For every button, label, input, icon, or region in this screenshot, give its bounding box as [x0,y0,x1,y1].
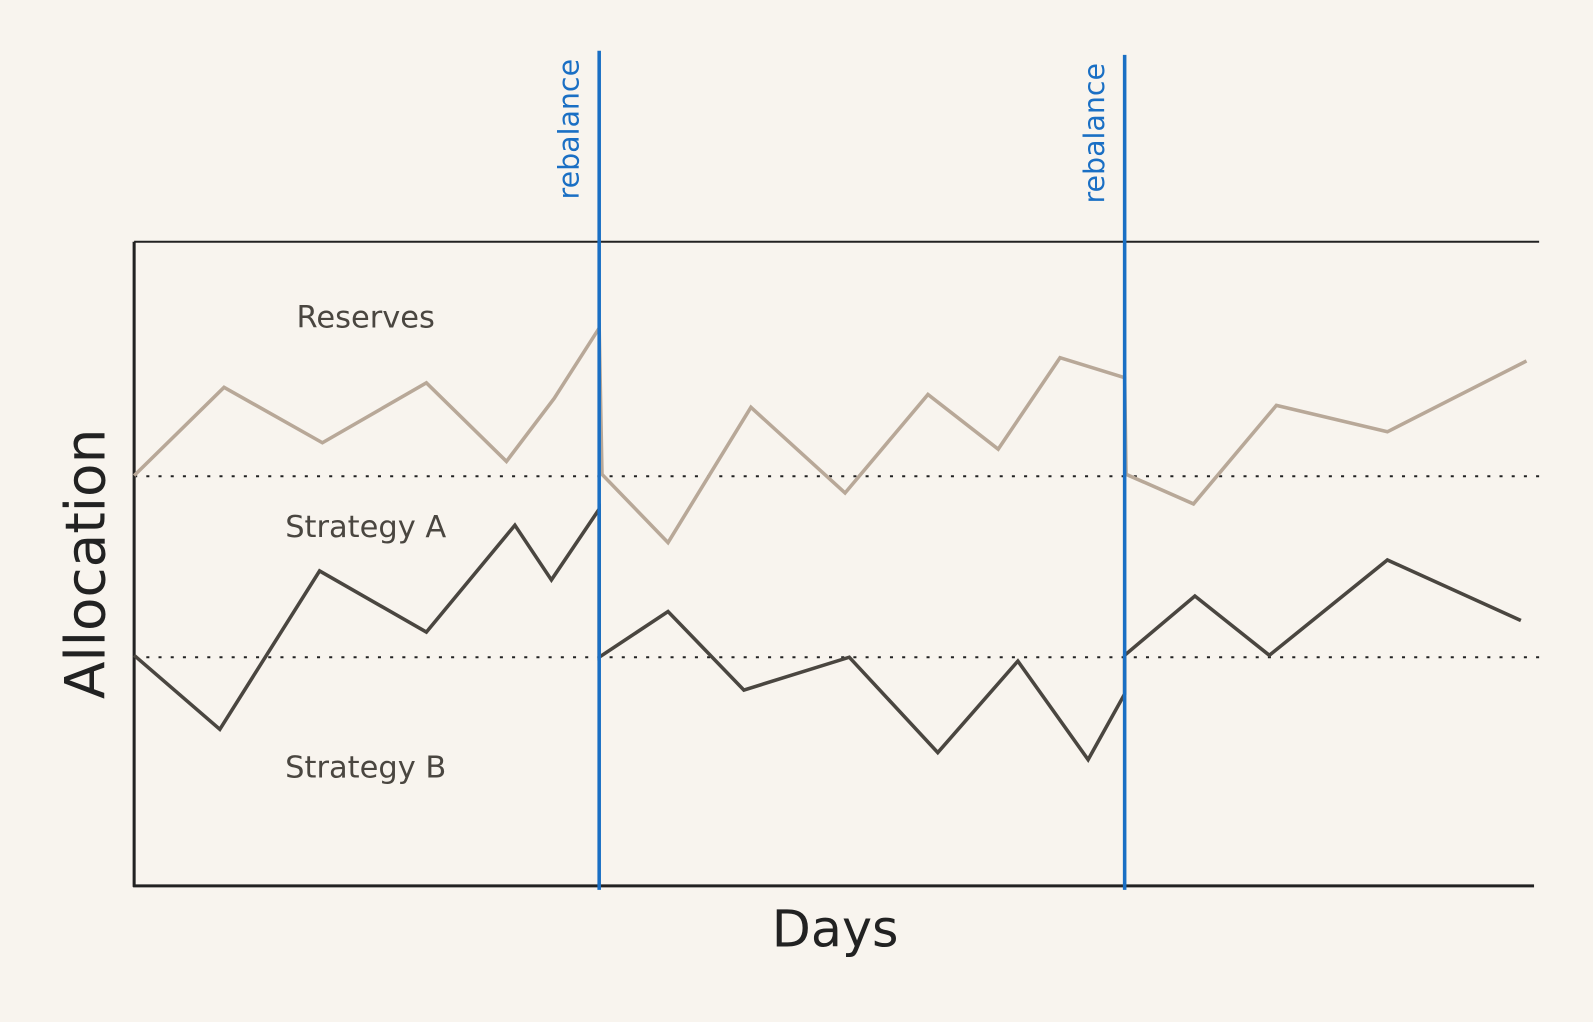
series-line [132,322,1528,546]
region-label: Strategy B [285,751,446,786]
region-label: Reserves [297,300,435,335]
rebalance-label: rebalance [1078,63,1111,204]
x-axis-label: Days [772,900,899,959]
rebalance-label: rebalance [553,59,586,200]
series-line [132,503,1522,763]
y-axis-label: Allocation [54,429,118,699]
region-label: Strategy A [285,510,446,545]
